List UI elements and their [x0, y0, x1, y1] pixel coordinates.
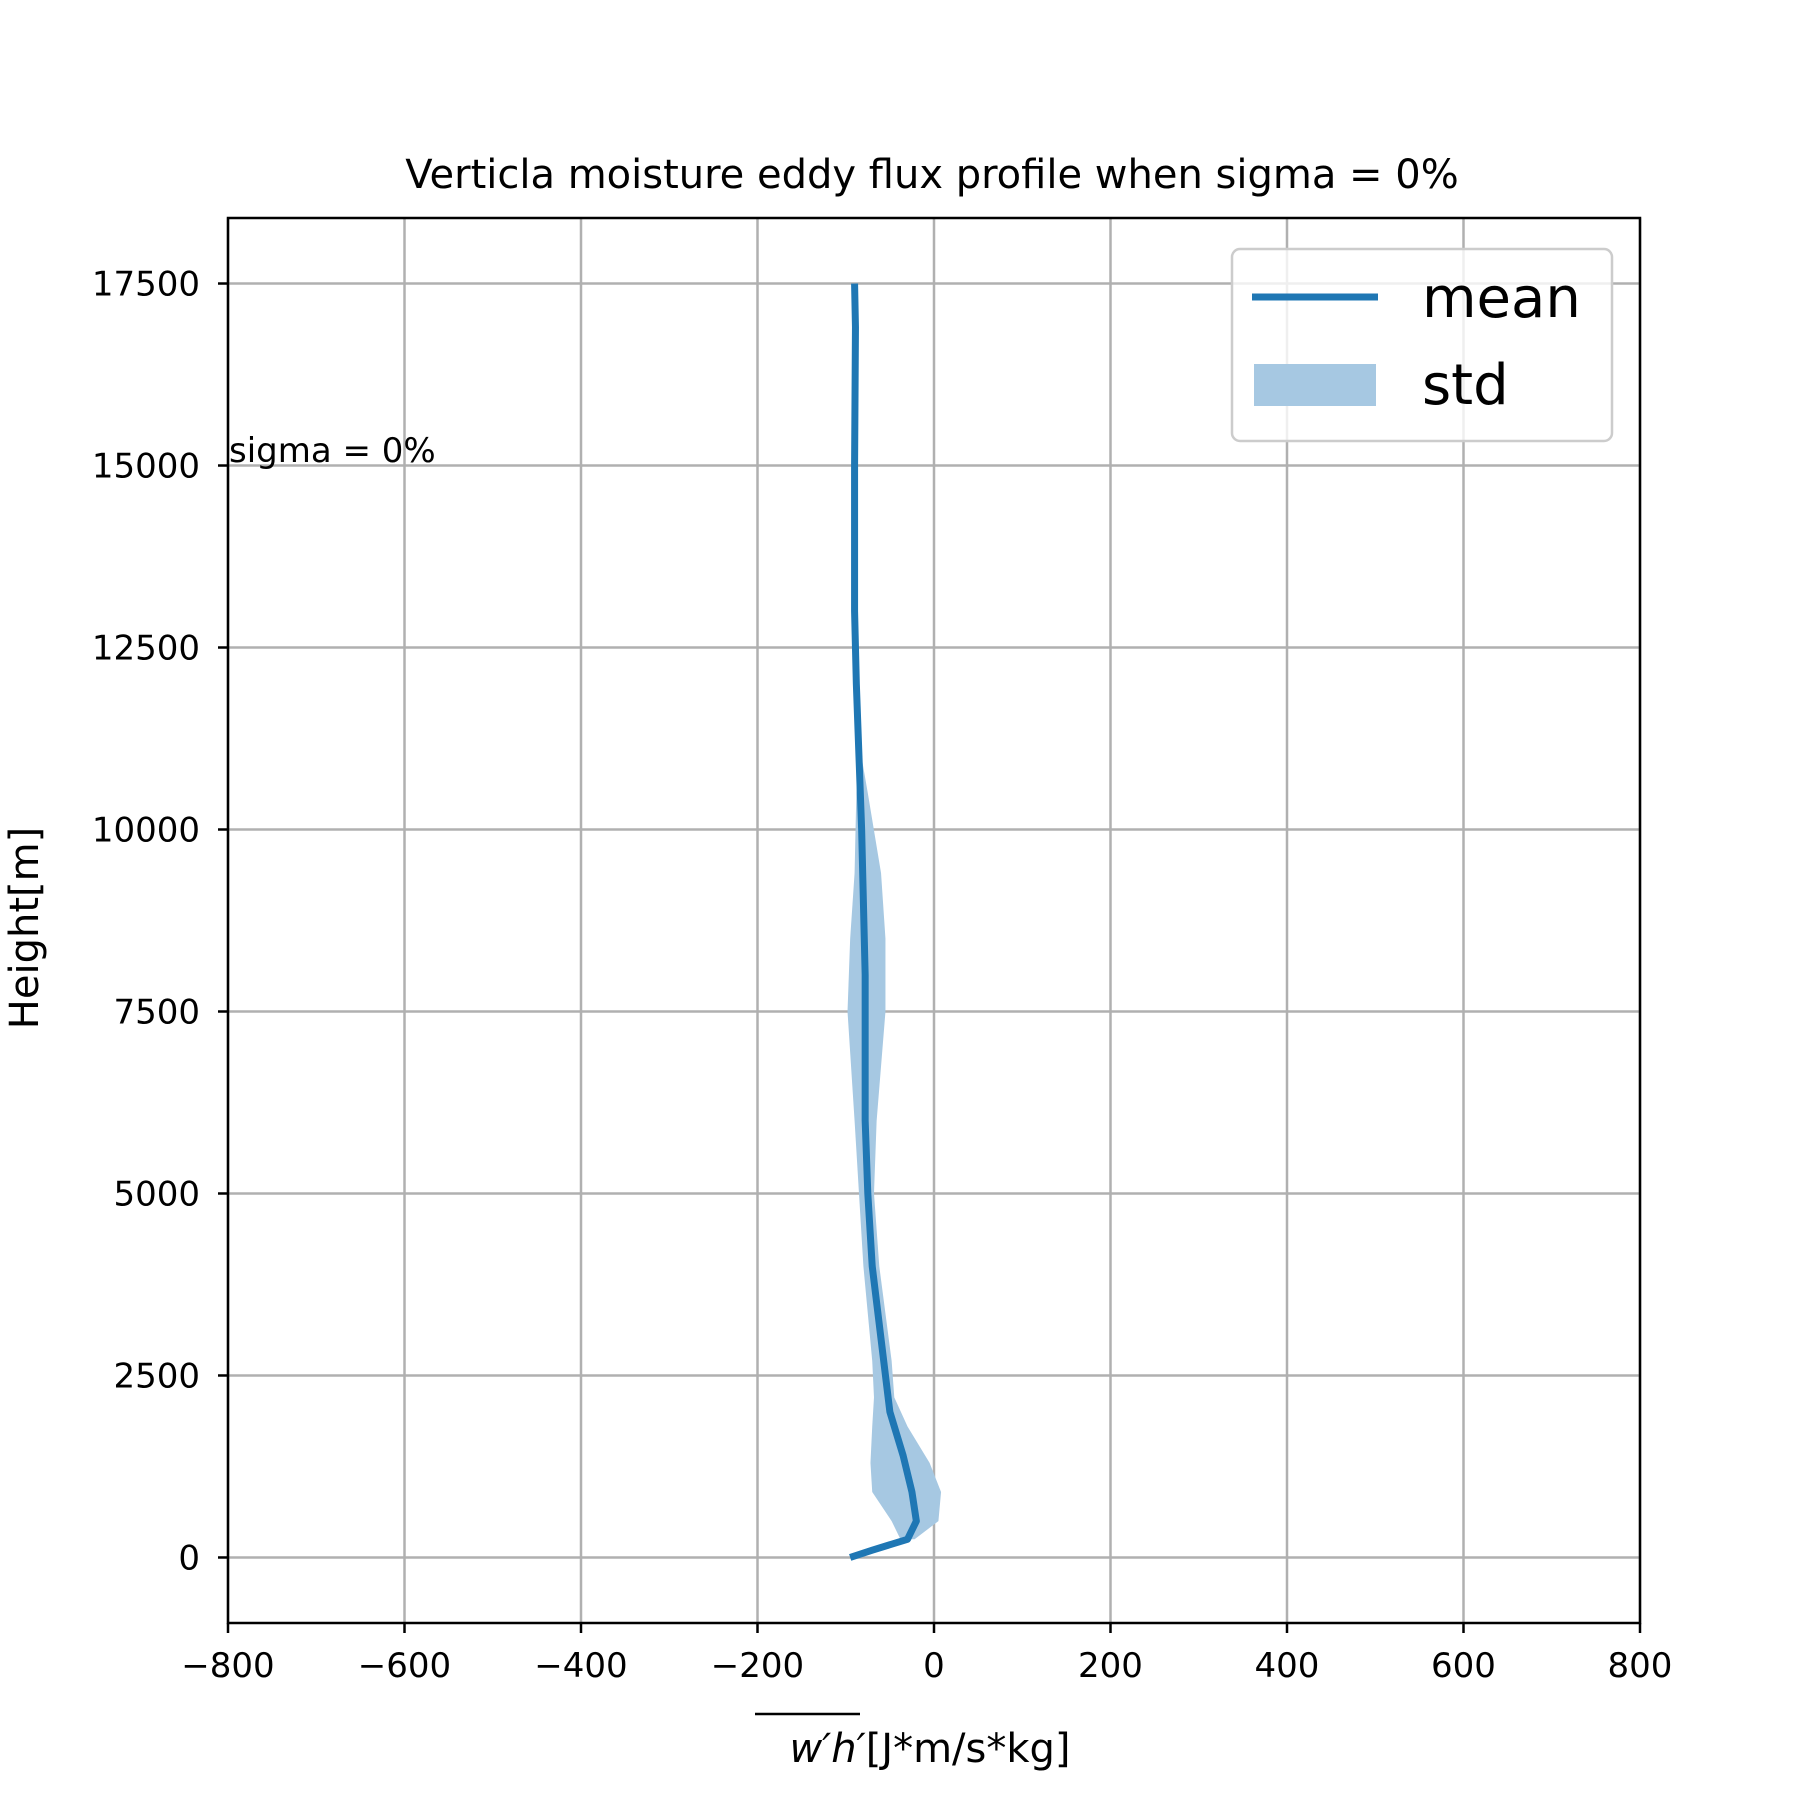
- y-tick-label: 2500: [113, 1356, 200, 1396]
- legend-label-std: std: [1422, 353, 1509, 418]
- std-band: [847, 742, 942, 1540]
- y-tick-label: 10000: [92, 811, 200, 851]
- legend-swatch-std: [1254, 364, 1376, 406]
- x-tick-label: −400: [534, 1646, 627, 1686]
- mean-line: [849, 283, 920, 1561]
- x-axis-label-units: [J*m/s*kg]: [866, 1726, 1071, 1772]
- x-tick-label: 200: [1078, 1646, 1143, 1686]
- y-tick-label: 5000: [113, 1174, 200, 1214]
- annotation-text: sigma = 0%: [229, 431, 436, 471]
- x-axis-label: w′h′[J*m/s*kg]: [755, 1712, 1071, 1772]
- x-tick-label: −200: [711, 1646, 804, 1686]
- x-axis-label-math: w′h′: [789, 1726, 865, 1772]
- x-tick-label: 600: [1431, 1646, 1496, 1686]
- svg-text:w′h′[J*m/s*kg]: w′h′[J*m/s*kg]: [789, 1726, 1070, 1772]
- x-tick-label: 0: [923, 1646, 945, 1686]
- legend: mean std: [1230, 247, 1614, 443]
- chart-title: Verticla moisture eddy flux profile when…: [405, 152, 1459, 198]
- y-tick-label: 0: [178, 1538, 200, 1578]
- x-tick-label: −600: [358, 1646, 451, 1686]
- y-tick-label: 17500: [92, 265, 200, 305]
- x-tick-label: 400: [1255, 1646, 1320, 1686]
- x-axis-ticks: −800 −600 −400 −200 0 200 400 600 800: [181, 1623, 1672, 1686]
- x-tick-label: 800: [1608, 1646, 1673, 1686]
- y-tick-label: 7500: [113, 992, 200, 1032]
- y-tick-label: 15000: [92, 447, 200, 487]
- y-axis-ticks: 0 2500 5000 7500 10000 12500 15000 17500: [92, 265, 228, 1578]
- mean-line-layer: [849, 283, 920, 1561]
- std-band-layer: [847, 742, 942, 1540]
- y-axis-label: Height[m]: [2, 827, 48, 1029]
- legend-label-mean: mean: [1422, 266, 1581, 331]
- x-tick-label: −800: [181, 1646, 274, 1686]
- y-tick-label: 12500: [92, 629, 200, 669]
